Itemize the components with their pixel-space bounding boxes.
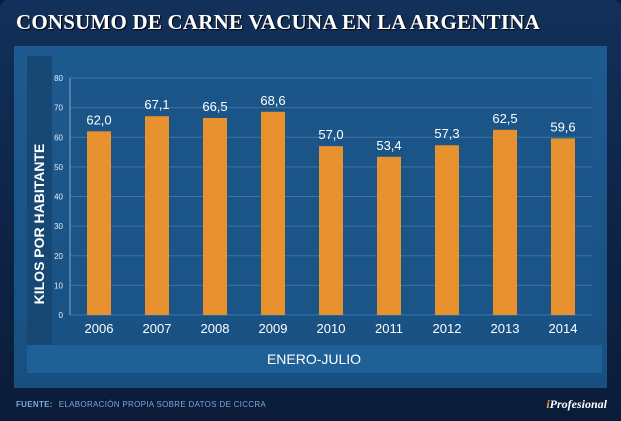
x-tick-label: 2013 (491, 321, 520, 336)
y-tick-label: 70 (54, 104, 63, 113)
bar (551, 138, 575, 315)
y-tick-label: 60 (54, 133, 63, 142)
y-tick-label: 20 (54, 252, 63, 261)
brand-logo: iProfesional (546, 397, 607, 412)
data-label: 53,4 (376, 138, 401, 153)
x-tick-label: 2006 (85, 321, 114, 336)
x-axis-title: ENERO-JULIO (267, 351, 361, 367)
logo-prefix: i (546, 397, 550, 411)
chart-title: CONSUMO DE CARNE VACUNA EN LA ARGENTINA (16, 10, 540, 34)
bar (377, 156, 401, 315)
y-tick-label: 40 (54, 193, 63, 202)
bar (435, 145, 459, 315)
data-label: 68,6 (260, 93, 285, 108)
x-tick-label: 2010 (317, 321, 346, 336)
bar (319, 146, 343, 315)
bar (261, 111, 285, 316)
logo-text: Profesional (549, 397, 607, 411)
x-tick-label: 2009 (259, 321, 288, 336)
y-tick-label: 30 (54, 222, 63, 231)
data-label: 57,0 (318, 127, 343, 142)
data-label: 59,6 (550, 119, 575, 134)
source-note: FUENTE: ELABORACIÓN PROPIA SOBRE DATOS DE… (16, 400, 266, 409)
x-tick-label: 2014 (549, 321, 578, 336)
y-tick-label: 0 (59, 311, 64, 320)
x-tick-label: 2011 (375, 321, 403, 336)
y-tick-label: 10 (54, 281, 63, 290)
bar (87, 131, 111, 315)
bar (493, 129, 517, 315)
x-tick-label: 2012 (433, 321, 462, 336)
x-axis-band (27, 345, 602, 373)
data-label: 62,5 (492, 111, 517, 126)
source-label: FUENTE: (16, 400, 53, 409)
y-tick-label: 50 (54, 163, 63, 172)
data-label: 57,3 (434, 126, 459, 141)
x-tick-label: 2007 (143, 321, 172, 336)
source-text: ELABORACIÓN PROPIA SOBRE DATOS DE CICCRA (58, 400, 267, 409)
data-label: 66,5 (202, 99, 227, 114)
bar (145, 116, 169, 315)
x-tick-label: 2008 (201, 321, 230, 336)
y-axis-title: KILOS POR HABITANTE (31, 144, 47, 305)
data-label: 62,0 (86, 112, 111, 127)
bar (203, 117, 227, 316)
y-tick-label: 80 (54, 74, 63, 83)
data-label: 67,1 (144, 97, 169, 112)
y-axis-band (27, 56, 52, 372)
